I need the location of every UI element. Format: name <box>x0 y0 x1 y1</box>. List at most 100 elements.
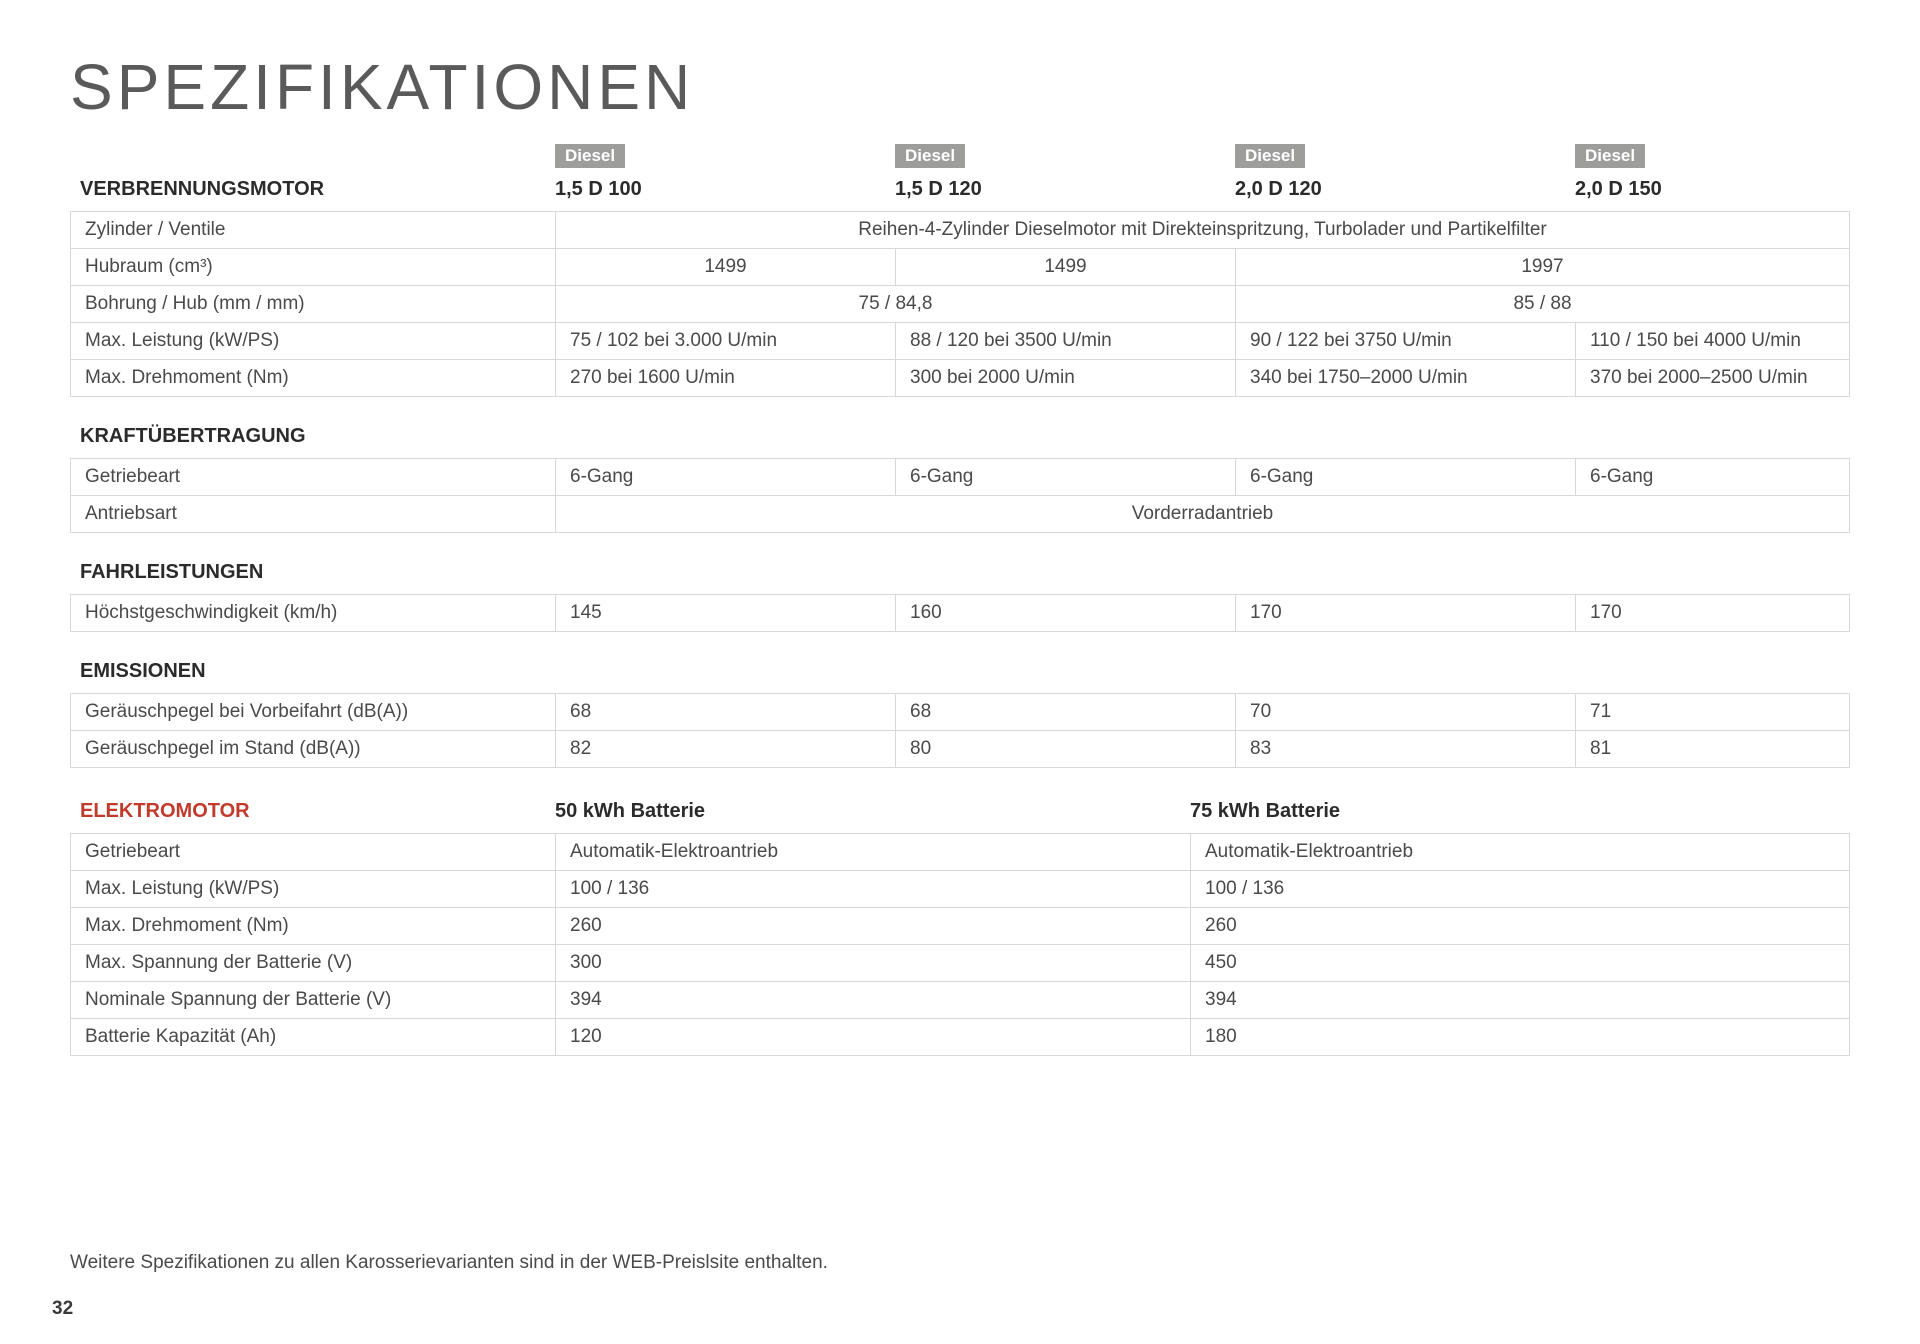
table-row: Geräuschpegel im Stand (dB(A)) 82 80 83 … <box>71 731 1850 768</box>
row-value: 6-Gang <box>1576 459 1850 496</box>
row-label: Antriebsart <box>71 496 556 533</box>
row-value: 70 <box>1236 694 1576 731</box>
table-row: Zylinder / Ventile Reihen-4-Zylinder Die… <box>71 212 1850 249</box>
row-value: 170 <box>1576 595 1850 632</box>
table-row: Getriebeart Automatik-Elektroantrieb Aut… <box>71 834 1850 871</box>
row-value: 75 / 84,8 <box>556 286 1236 323</box>
table-row: Max. Leistung (kW/PS) 100 / 136 100 / 13… <box>71 871 1850 908</box>
combustion-header: VERBRENNUNGSMOTOR 1,5 D 100 1,5 D 120 2,… <box>70 172 1850 211</box>
row-label: Geräuschpegel im Stand (dB(A)) <box>71 731 556 768</box>
row-value: 1499 <box>556 249 896 286</box>
row-value: 160 <box>896 595 1236 632</box>
combustion-heading: VERBRENNUNGSMOTOR <box>70 178 555 201</box>
table-row: Antriebsart Vorderradantrieb <box>71 496 1850 533</box>
transmission-table: Getriebeart 6-Gang 6-Gang 6-Gang 6-Gang … <box>70 458 1850 533</box>
page-title: SPEZIFIKATIONEN <box>70 50 1850 124</box>
row-value: 71 <box>1576 694 1850 731</box>
table-row: Max. Leistung (kW/PS) 75 / 102 bei 3.000… <box>71 323 1850 360</box>
fuel-badge: Diesel <box>1235 144 1305 168</box>
row-value: 260 <box>1191 908 1850 945</box>
variant-label: 2,0 D 120 <box>1235 178 1575 201</box>
row-value: 1499 <box>896 249 1236 286</box>
fuel-badge: Diesel <box>555 144 625 168</box>
row-value: 300 bei 2000 U/min <box>896 360 1236 397</box>
table-row: Höchstgeschwindigkeit (km/h) 145 160 170… <box>71 595 1850 632</box>
variant-label: 50 kWh Batterie <box>555 800 1190 823</box>
row-label: Max. Leistung (kW/PS) <box>71 323 556 360</box>
table-row: Getriebeart 6-Gang 6-Gang 6-Gang 6-Gang <box>71 459 1850 496</box>
row-label: Nominale Spannung der Batterie (V) <box>71 982 556 1019</box>
table-row: Nominale Spannung der Batterie (V) 394 3… <box>71 982 1850 1019</box>
row-label: Bohrung / Hub (mm / mm) <box>71 286 556 323</box>
row-value: 170 <box>1236 595 1576 632</box>
section-heading-transmission: KRAFTÜBERTRAGUNG <box>80 425 1850 448</box>
performance-table: Höchstgeschwindigkeit (km/h) 145 160 170… <box>70 594 1850 632</box>
row-value: 270 bei 1600 U/min <box>556 360 896 397</box>
row-value: 450 <box>1191 945 1850 982</box>
table-row: Hubraum (cm³) 1499 1499 1997 <box>71 249 1850 286</box>
table-row: Max. Spannung der Batterie (V) 300 450 <box>71 945 1850 982</box>
page-number: 32 <box>52 1298 73 1320</box>
row-value: 100 / 136 <box>556 871 1191 908</box>
row-value: 75 / 102 bei 3.000 U/min <box>556 323 896 360</box>
row-value: 120 <box>556 1019 1191 1056</box>
row-value: 90 / 122 bei 3750 U/min <box>1236 323 1576 360</box>
variant-label: 75 kWh Batterie <box>1190 800 1850 823</box>
row-value: 394 <box>1191 982 1850 1019</box>
table-row: Max. Drehmoment (Nm) 270 bei 1600 U/min … <box>71 360 1850 397</box>
emissions-table: Geräuschpegel bei Vorbeifahrt (dB(A)) 68… <box>70 693 1850 768</box>
row-label: Max. Leistung (kW/PS) <box>71 871 556 908</box>
row-label: Max. Spannung der Batterie (V) <box>71 945 556 982</box>
row-label: Getriebeart <box>71 834 556 871</box>
variant-label: 1,5 D 120 <box>895 178 1235 201</box>
section-heading-performance: FAHRLEISTUNGEN <box>80 561 1850 584</box>
row-value: 145 <box>556 595 896 632</box>
footnote: Weitere Spezifikationen zu allen Karosse… <box>70 1252 828 1274</box>
row-label: Getriebeart <box>71 459 556 496</box>
row-value: 260 <box>556 908 1191 945</box>
row-label: Höchstgeschwindigkeit (km/h) <box>71 595 556 632</box>
row-label: Hubraum (cm³) <box>71 249 556 286</box>
row-value: 83 <box>1236 731 1576 768</box>
row-value: 80 <box>896 731 1236 768</box>
table-row: Batterie Kapazität (Ah) 120 180 <box>71 1019 1850 1056</box>
combustion-table: Zylinder / Ventile Reihen-4-Zylinder Die… <box>70 211 1850 397</box>
row-value: 300 <box>556 945 1191 982</box>
row-label: Geräuschpegel bei Vorbeifahrt (dB(A)) <box>71 694 556 731</box>
row-value: 88 / 120 bei 3500 U/min <box>896 323 1236 360</box>
variant-label: 2,0 D 150 <box>1575 178 1850 201</box>
row-label: Zylinder / Ventile <box>71 212 556 249</box>
section-heading-electric: ELEKTROMOTOR <box>80 800 555 823</box>
fuel-badge: Diesel <box>1575 144 1645 168</box>
row-value: Reihen-4-Zylinder Dieselmotor mit Direkt… <box>556 212 1850 249</box>
row-value: Automatik-Elektroantrieb <box>556 834 1191 871</box>
row-value: 6-Gang <box>896 459 1236 496</box>
row-value: 82 <box>556 731 896 768</box>
electric-header: ELEKTROMOTOR 50 kWh Batterie 75 kWh Batt… <box>70 794 1850 833</box>
row-label: Max. Drehmoment (Nm) <box>71 360 556 397</box>
fuel-badge: Diesel <box>895 144 965 168</box>
row-value: 370 bei 2000–2500 U/min <box>1576 360 1850 397</box>
row-value: Vorderradantrieb <box>556 496 1850 533</box>
row-value: 110 / 150 bei 4000 U/min <box>1576 323 1850 360</box>
row-value: 1997 <box>1236 249 1850 286</box>
row-label: Batterie Kapazität (Ah) <box>71 1019 556 1056</box>
row-value: 100 / 136 <box>1191 871 1850 908</box>
row-value: 340 bei 1750–2000 U/min <box>1236 360 1576 397</box>
fuel-badge-row: Diesel Diesel Diesel Diesel <box>70 144 1850 168</box>
row-value: 68 <box>556 694 896 731</box>
section-heading-emissions: EMISSIONEN <box>80 660 1850 683</box>
row-value: 68 <box>896 694 1236 731</box>
row-value: Automatik-Elektroantrieb <box>1191 834 1850 871</box>
table-row: Max. Drehmoment (Nm) 260 260 <box>71 908 1850 945</box>
row-value: 394 <box>556 982 1191 1019</box>
row-value: 6-Gang <box>1236 459 1576 496</box>
electric-table: Getriebeart Automatik-Elektroantrieb Aut… <box>70 833 1850 1056</box>
table-row: Bohrung / Hub (mm / mm) 75 / 84,8 85 / 8… <box>71 286 1850 323</box>
row-value: 81 <box>1576 731 1850 768</box>
table-row: Geräuschpegel bei Vorbeifahrt (dB(A)) 68… <box>71 694 1850 731</box>
row-label: Max. Drehmoment (Nm) <box>71 908 556 945</box>
variant-label: 1,5 D 100 <box>555 178 895 201</box>
row-value: 85 / 88 <box>1236 286 1850 323</box>
row-value: 180 <box>1191 1019 1850 1056</box>
